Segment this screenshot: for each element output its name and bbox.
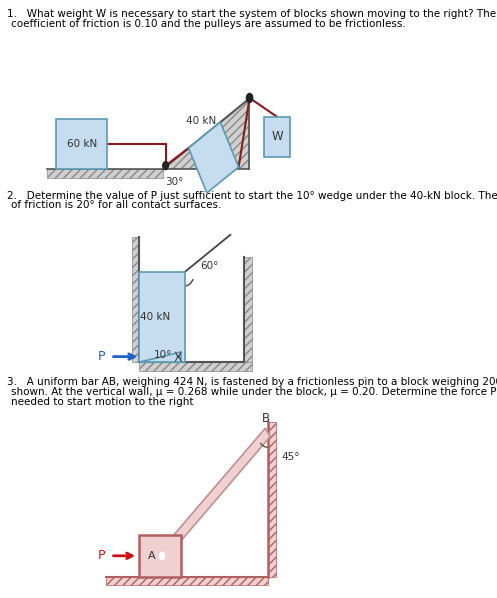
Text: W: W	[271, 130, 283, 144]
Circle shape	[160, 553, 165, 559]
Circle shape	[163, 161, 168, 170]
Text: 60°: 60°	[200, 261, 219, 271]
Text: 40 kN: 40 kN	[140, 312, 170, 322]
Polygon shape	[47, 169, 164, 178]
Text: of friction is 20° for all contact surfaces.: of friction is 20° for all contact surfa…	[11, 200, 222, 210]
Bar	[56, 119, 107, 169]
Polygon shape	[268, 422, 276, 576]
Text: P: P	[97, 350, 105, 363]
Text: coefficient of friction is 0.10 and the pulleys are assumed to be frictionless.: coefficient of friction is 0.10 and the …	[11, 19, 406, 29]
Bar	[188, 122, 239, 193]
Text: 1.   What weight W is necessary to start the system of blocks shown moving to th: 1. What weight W is necessary to start t…	[7, 10, 496, 19]
Polygon shape	[140, 352, 181, 362]
Text: 45°: 45°	[282, 452, 300, 462]
Polygon shape	[132, 237, 139, 362]
Text: P: P	[98, 550, 106, 562]
Circle shape	[247, 93, 253, 102]
Bar	[139, 535, 181, 576]
Text: shown. At the vertical wall, μ = 0.268 while under the block, μ = 0.20. Determin: shown. At the vertical wall, μ = 0.268 w…	[11, 386, 497, 396]
Text: B: B	[261, 412, 270, 425]
Bar	[264, 117, 290, 157]
Text: 30°: 30°	[166, 176, 184, 187]
Text: A: A	[149, 551, 156, 561]
Polygon shape	[245, 257, 251, 362]
Polygon shape	[106, 576, 268, 585]
Text: 2.   Determine the value of P just sufficient to start the 10° wedge under the 4: 2. Determine the value of P just suffici…	[7, 191, 497, 200]
Bar	[160, 428, 270, 560]
Polygon shape	[164, 99, 249, 169]
Text: 10°: 10°	[154, 350, 172, 360]
Text: 3.   A uniform bar AB, weighing 424 N, is fastened by a frictionless pin to a bl: 3. A uniform bar AB, weighing 424 N, is …	[7, 377, 497, 387]
Text: 40 kN: 40 kN	[186, 116, 216, 126]
Text: needed to start motion to the right: needed to start motion to the right	[11, 396, 194, 407]
Text: 60 kN: 60 kN	[67, 139, 97, 149]
Bar	[139, 272, 184, 362]
Polygon shape	[139, 362, 251, 371]
